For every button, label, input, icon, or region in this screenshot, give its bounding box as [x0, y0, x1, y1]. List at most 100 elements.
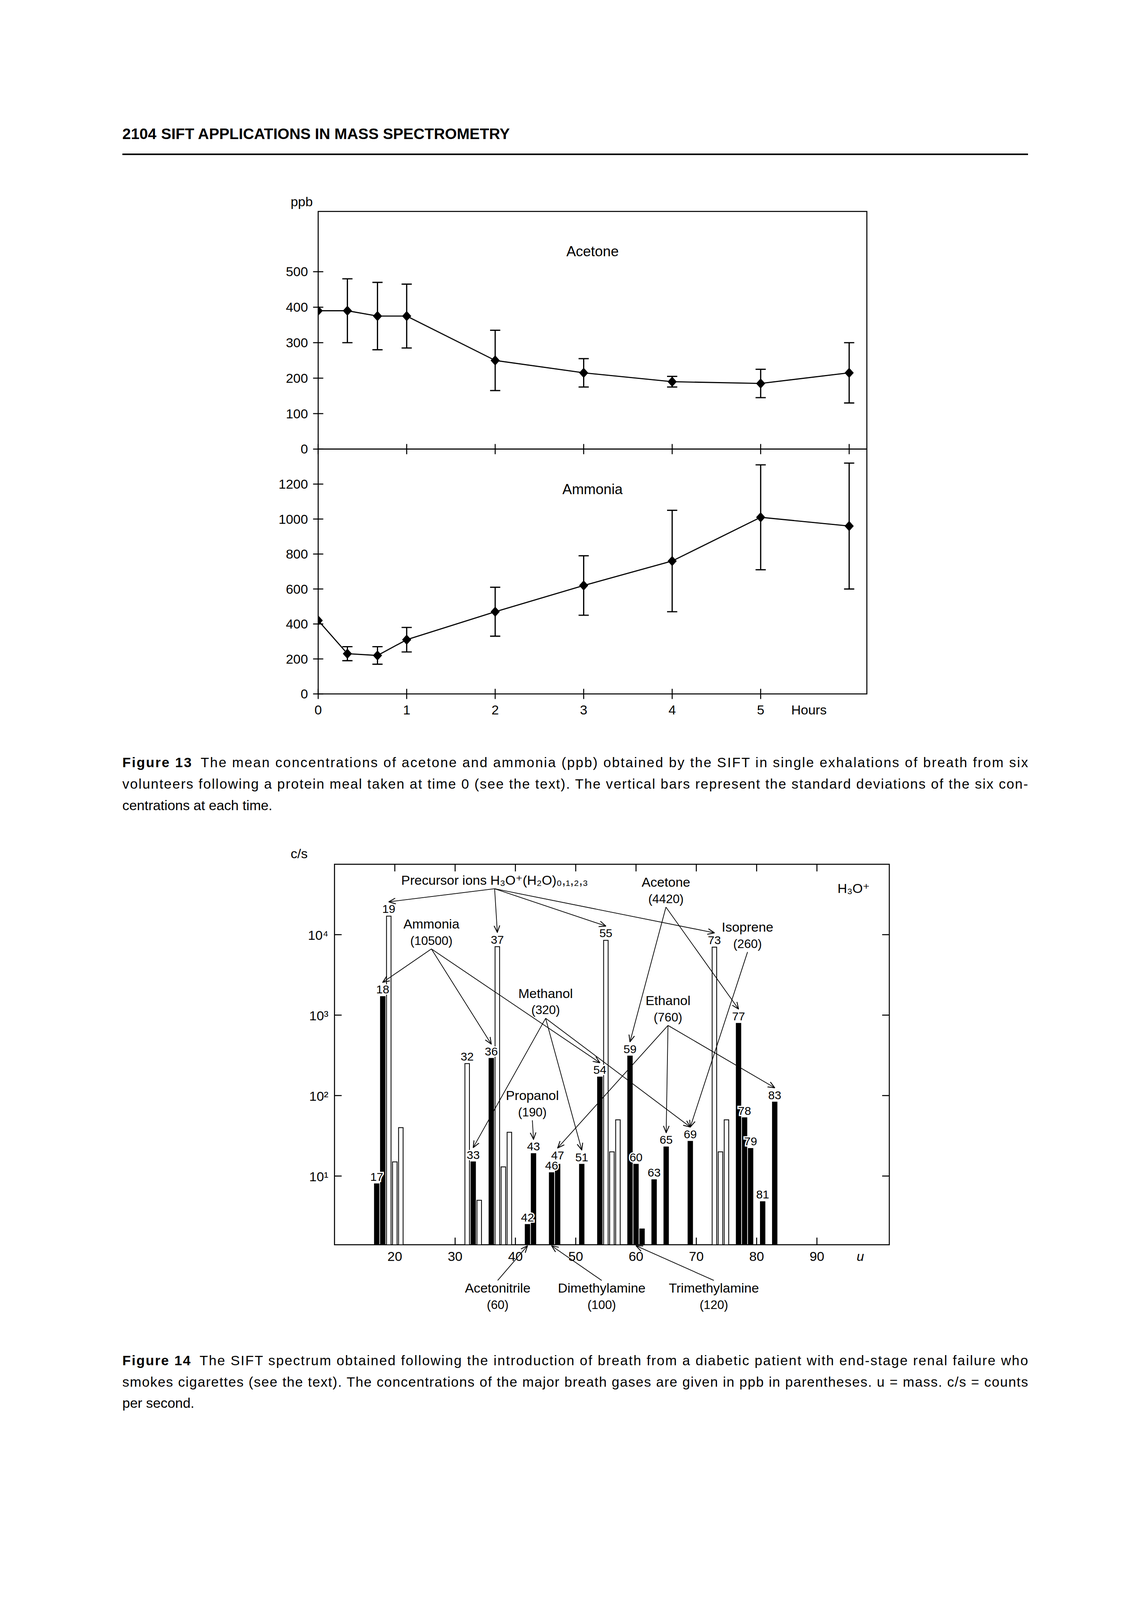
- y-tick: [334, 933, 342, 935]
- y-tick-label: 0: [300, 686, 309, 702]
- annotation-ppb: (60): [486, 1297, 509, 1312]
- error-cap: [372, 645, 383, 648]
- caption-line: volunteers following a protein meal take…: [122, 776, 1028, 792]
- x-tick: [816, 1237, 818, 1245]
- bar: [549, 1172, 555, 1245]
- peak-label: 78: [738, 1104, 752, 1117]
- y-tick-right: [882, 1014, 890, 1016]
- x-tick-top: [394, 864, 396, 872]
- annotation-label: Acetonitrile: [464, 1280, 531, 1296]
- y-tick-label: 600: [285, 581, 309, 597]
- bar: [772, 1101, 778, 1245]
- error-bar: [843, 342, 855, 403]
- annotation-arrow: [545, 1018, 582, 1150]
- y-tick-label: 1200: [278, 476, 308, 492]
- bar: [470, 1161, 476, 1245]
- y-tick: [313, 483, 324, 485]
- data-point: [667, 555, 677, 566]
- caption-line: Figure 13The mean concentrations of acet…: [122, 754, 1028, 770]
- x-axis-label: u: [856, 1248, 865, 1264]
- annotation-arrow: [388, 888, 495, 902]
- y-tick: [313, 518, 324, 520]
- error-bar: [667, 510, 678, 612]
- peak-label: 73: [708, 933, 721, 947]
- peak-label: 60: [629, 1150, 643, 1164]
- data-group: [318, 278, 855, 404]
- bar: [736, 1023, 741, 1245]
- x-tick-top: [575, 864, 577, 872]
- annotation-label: H₃O⁺: [837, 880, 870, 896]
- error-cap: [372, 663, 383, 665]
- annotation-label: Trimethylamine: [668, 1280, 760, 1296]
- bar: [597, 1076, 603, 1245]
- error-bar: [755, 464, 766, 570]
- annotation-ppb: (4420): [648, 891, 684, 906]
- error-bar: [490, 586, 501, 636]
- y-tick: [334, 1094, 342, 1096]
- x-tick: [671, 688, 673, 699]
- bar: [579, 1164, 585, 1245]
- peak-label: 83: [768, 1088, 782, 1102]
- x-tick: [756, 1237, 758, 1245]
- error-cap: [401, 626, 412, 628]
- peak-label: 63: [647, 1165, 661, 1179]
- data-point: [756, 378, 766, 389]
- figure-caption: Figure 14The SIFT spectrum obtained foll…: [122, 1352, 1028, 1411]
- error-bar: [578, 555, 589, 616]
- y-axis-label: ppb: [290, 194, 313, 209]
- annotation-label: Acetone: [641, 874, 691, 890]
- spectrum-chart: 203040506070809010¹10²10³10⁴c/su17181932…: [290, 845, 890, 1312]
- bar: [633, 1164, 639, 1245]
- error-cap: [490, 389, 501, 391]
- bar: [724, 1119, 729, 1245]
- annotation-arrow: [497, 1245, 528, 1281]
- caption-text: smokes cigarettes (see the text). The co…: [122, 1373, 1028, 1390]
- annotation-arrow: [557, 1025, 669, 1148]
- peak-label: 55: [599, 926, 613, 940]
- x-tick-top: [635, 864, 637, 872]
- panel-title: Ammonia: [562, 481, 623, 498]
- x-tick: [514, 1237, 516, 1245]
- error-bar: [490, 330, 501, 391]
- bar: [392, 1161, 398, 1245]
- error-cap: [755, 368, 766, 370]
- y-tick-label: 100: [285, 406, 309, 422]
- y-tick-label: 400: [285, 299, 309, 315]
- x-tick-label: 30: [447, 1248, 463, 1264]
- annotation-arrow: [431, 948, 492, 1044]
- peak-label: 42: [520, 1210, 534, 1224]
- data-point: [667, 376, 677, 387]
- error-cap: [578, 386, 589, 388]
- error-cap: [342, 645, 353, 648]
- line-chart: 0100200300400500Acetoneppb: [285, 194, 867, 457]
- background: [0, 0, 1131, 1600]
- peak-label: 69: [683, 1127, 697, 1141]
- y-tick: [313, 342, 324, 344]
- data-point: [402, 310, 412, 322]
- data-point: [490, 606, 500, 617]
- data-point: [318, 305, 323, 316]
- error-bar: [342, 278, 353, 343]
- annotation-ppb: (120): [699, 1297, 728, 1312]
- error-cap: [372, 281, 383, 283]
- data-point: [342, 305, 353, 316]
- x-tick-label: 2: [491, 702, 500, 718]
- peak-label: 77: [731, 1009, 745, 1023]
- annotations: Precursor ions H₃O⁺(H₂O)₀,₁,₂,₃Acetone(4…: [382, 872, 870, 1312]
- bar: [476, 1200, 482, 1245]
- y-tick-label: 10¹: [309, 1168, 329, 1184]
- annotation-ppb: (10500): [410, 933, 453, 948]
- annotation-label: Propanol: [505, 1087, 559, 1103]
- data-point: [318, 615, 323, 626]
- x-tick-label: 5: [756, 702, 765, 718]
- x-tick: [494, 688, 496, 699]
- data-point: [844, 367, 855, 378]
- annotation-arrow: [636, 1245, 714, 1281]
- y-tick: [313, 413, 324, 415]
- y-tick-right: [882, 1175, 890, 1177]
- y-tick-label: 0: [300, 441, 309, 457]
- data-group: [318, 463, 855, 665]
- peak-label: 36: [484, 1044, 498, 1058]
- peak-label: 32: [460, 1049, 474, 1063]
- y-axis-label: c/s: [290, 845, 308, 861]
